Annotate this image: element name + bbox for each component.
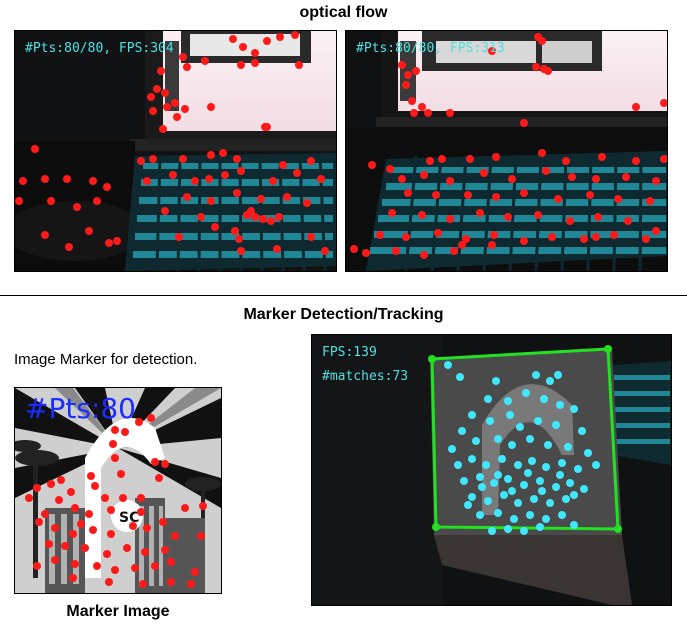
marker-tracking-frame: FPS:139 #matches:73: [311, 334, 672, 606]
feature-points-right: [350, 33, 667, 259]
tracking-hud-fps: FPS:139: [322, 345, 377, 360]
optical-flow-title: optical flow: [299, 4, 388, 21]
marker-points-overlay: #Pts:80: [25, 392, 136, 425]
section-divider: [0, 295, 687, 296]
optical-flow-image-right: [346, 31, 667, 271]
tracking-hud-matches: #matches:73: [322, 369, 409, 384]
optical-flow-image-left: [15, 31, 336, 271]
marker-image: SC: [15, 388, 221, 593]
marker-section-title: Marker Detection/Tracking: [243, 306, 444, 323]
marker-feature-points: [25, 414, 207, 588]
optical-flow-frame-right: #Pts:80/80, FPS:313: [345, 30, 668, 272]
marker-tracking-image: [312, 335, 671, 605]
marker-image-caption: Marker Image: [66, 603, 170, 620]
marker-description: Image Marker for detection.: [14, 351, 198, 368]
marker-image-frame: SC #Pts:80: [14, 387, 222, 594]
svg-text:SC: SC: [119, 510, 139, 526]
optical-flow-hud-right: #Pts:80/80, FPS:313: [356, 41, 505, 56]
optical-flow-hud-left: #Pts:80/80, FPS:304: [25, 41, 174, 56]
optical-flow-frame-left: #Pts:80/80, FPS:304: [14, 30, 337, 272]
matched-points: [444, 361, 600, 535]
feature-points-left: [15, 31, 329, 255]
